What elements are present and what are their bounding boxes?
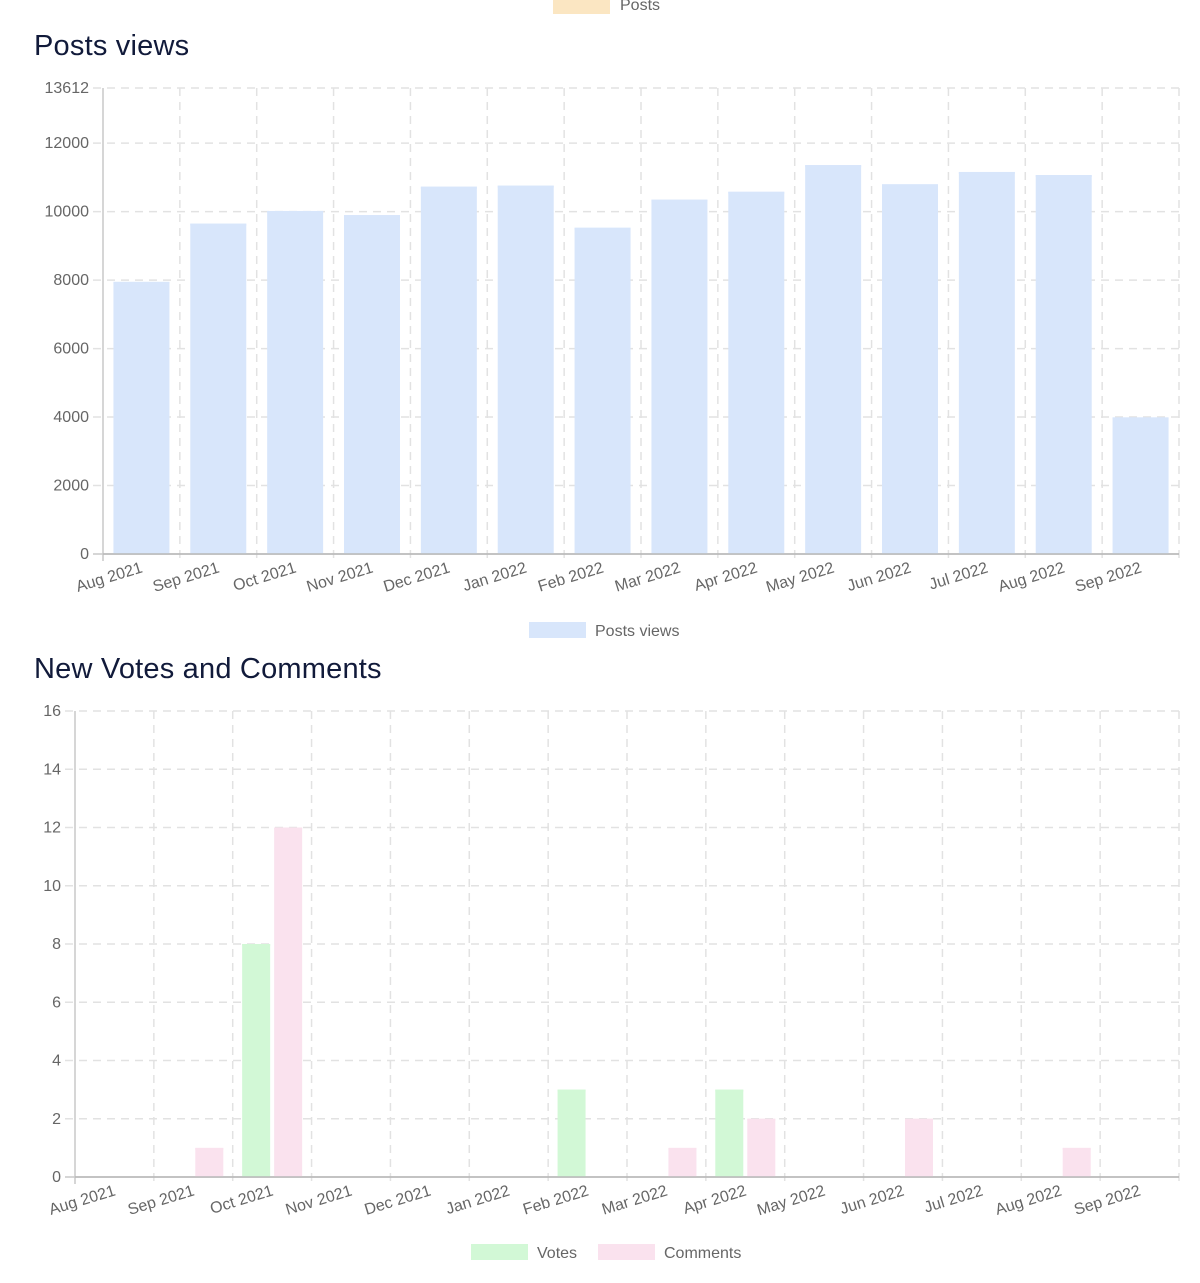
x-tick-label: Apr 2022: [681, 1183, 748, 1218]
x-tick-label: Sep 2021: [151, 560, 222, 596]
x-tick-label: Sep 2021: [126, 1183, 197, 1219]
x-tick-label: May 2022: [764, 560, 836, 597]
bar-comments-oct-2021: [274, 827, 303, 1177]
x-tick-label: Apr 2022: [692, 560, 759, 595]
bar-comments-sep-2021: [195, 1147, 224, 1177]
legend-item-posts[interactable]: Posts: [553, 0, 660, 15]
x-tick-label: Jun 2022: [838, 1183, 906, 1219]
chart-title-votes-comments: New Votes and Comments: [34, 653, 382, 685]
top-legend: Posts: [0, 0, 1200, 18]
x-tick-label: Feb 2022: [536, 560, 606, 596]
legend-item-comments[interactable]: Comments: [598, 1244, 741, 1262]
y-tick-label: 2000: [53, 478, 89, 495]
legend-label-posts-views: Posts views: [595, 623, 679, 640]
x-tick-label: Nov 2021: [284, 1183, 355, 1219]
y-tick-label: 2: [52, 1111, 61, 1128]
bar-posts-views-may-2022: [805, 165, 862, 554]
bar-posts-views-mar-2022: [651, 199, 708, 554]
x-tick-label: May 2022: [755, 1183, 827, 1220]
bar-posts-views-jan-2022: [497, 185, 554, 554]
x-tick-label: Oct 2021: [208, 1183, 275, 1218]
y-tick-label: 4: [52, 1053, 61, 1070]
legend-swatch-posts: [553, 0, 610, 14]
y-tick-label: 10000: [45, 204, 90, 221]
x-tick-label: Feb 2022: [521, 1183, 591, 1219]
bar-votes-feb-2022: [557, 1089, 586, 1177]
legend-swatch-posts-views: [529, 622, 586, 638]
bar-comments-jun-2022: [905, 1118, 933, 1177]
x-tick-label: Aug 2021: [74, 560, 145, 596]
y-tick-label: 6000: [53, 341, 89, 358]
x-tick-label: Jan 2022: [444, 1183, 512, 1219]
legend-item-posts-views[interactable]: Posts views: [529, 622, 679, 640]
bar-posts-views-dec-2021: [420, 186, 477, 554]
y-tick-label: 6: [52, 994, 61, 1011]
x-tick-label: Jul 2022: [927, 560, 990, 594]
bar-posts-views-sep-2022: [1112, 417, 1169, 554]
legend-label-posts: Posts: [620, 0, 661, 14]
legend-swatch-comments: [598, 1244, 655, 1260]
x-tick-label: Jun 2022: [845, 560, 913, 596]
bar-posts-views-sep-2021: [190, 223, 247, 554]
y-tick-label: 14: [43, 761, 61, 778]
x-tick-label: Jan 2022: [461, 560, 529, 596]
x-tick-label: Dec 2021: [382, 560, 453, 596]
bar-votes-apr-2022: [715, 1089, 744, 1177]
x-tick-label: Sep 2022: [1073, 560, 1144, 596]
bar-comments-aug-2022: [1062, 1147, 1091, 1177]
y-tick-label: 13612: [45, 80, 90, 97]
bar-posts-views-aug-2021: [113, 281, 170, 554]
y-tick-label: 10: [43, 878, 61, 895]
y-tick-label: 0: [52, 1169, 61, 1186]
bar-posts-views-jun-2022: [882, 184, 938, 555]
bar-posts-views-jul-2022: [958, 171, 1015, 554]
x-tick-label: Dec 2021: [363, 1183, 434, 1219]
bar-comments-mar-2022: [668, 1147, 697, 1177]
x-tick-label: Sep 2022: [1072, 1183, 1143, 1219]
x-tick-label: Oct 2021: [231, 560, 298, 595]
bar-votes-oct-2021: [242, 944, 271, 1177]
bar-posts-views-aug-2022: [1035, 175, 1092, 554]
bar-posts-views-nov-2021: [344, 215, 400, 554]
y-tick-label: 12: [43, 820, 61, 837]
legend-item-votes[interactable]: Votes: [471, 1244, 577, 1262]
x-tick-label: Nov 2021: [305, 560, 376, 596]
y-tick-label: 8000: [53, 272, 89, 289]
x-tick-label: Mar 2022: [600, 1183, 670, 1219]
legend-label-comments: Comments: [664, 1245, 741, 1262]
bar-posts-views-apr-2022: [728, 191, 785, 554]
x-tick-label: Aug 2022: [993, 1183, 1064, 1219]
y-tick-label: 8: [52, 936, 61, 953]
x-tick-label: Aug 2021: [47, 1183, 118, 1219]
bar-posts-views-oct-2021: [267, 210, 324, 554]
legend-swatch-votes: [471, 1244, 528, 1260]
bar-posts-views-feb-2022: [574, 227, 631, 554]
y-tick-label: 4000: [53, 409, 89, 426]
y-tick-label: 12000: [45, 135, 90, 152]
chart-title-posts-views: Posts views: [34, 30, 190, 62]
legend-label-votes: Votes: [537, 1245, 577, 1262]
bar-comments-apr-2022: [747, 1118, 776, 1177]
x-tick-label: Aug 2022: [996, 560, 1067, 596]
x-tick-label: Jul 2022: [922, 1183, 985, 1217]
y-tick-label: 16: [43, 703, 61, 720]
x-tick-label: Mar 2022: [613, 560, 683, 596]
y-tick-label: 0: [80, 546, 89, 563]
